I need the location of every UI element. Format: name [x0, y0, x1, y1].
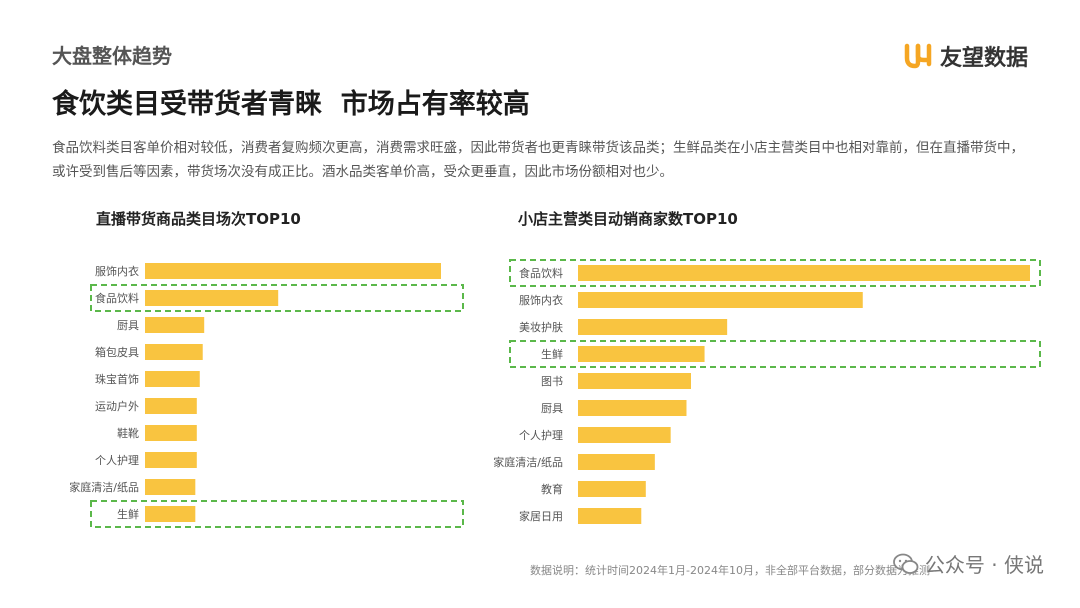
page-description: 食品饮料类目客单价相对较低，消费者复购频次更高，消费需求旺盛，因此带货者也更青睐…: [52, 140, 1024, 180]
category-label: 生鲜: [541, 347, 563, 361]
bar: [578, 508, 642, 524]
category-label: 服饰内衣: [519, 293, 563, 307]
bar: [145, 452, 197, 468]
bar: [145, 479, 196, 495]
bar: [145, 371, 200, 387]
category-label: 厨具: [117, 319, 139, 332]
category-label: 食品饮料: [95, 291, 139, 305]
bar: [578, 292, 863, 308]
section-label: 大盘整体趋势: [52, 44, 172, 68]
wechat-icon: [893, 553, 919, 574]
category-label: 教育: [541, 482, 563, 496]
bar: [145, 290, 279, 306]
highlight-box: [90, 284, 464, 312]
category-label: 家居日用: [519, 509, 563, 523]
bar: [145, 263, 441, 279]
highlight-box: [509, 340, 1041, 368]
bar: [578, 346, 705, 362]
category-label: 运动户外: [95, 399, 139, 413]
bar: [578, 373, 691, 389]
bar: [145, 344, 203, 360]
brand-logo-icon: [904, 43, 932, 69]
category-label: 鞋靴: [117, 426, 139, 440]
data-note: 数据说明：统计时间2024年1月-2024年10月，非全部平台数据，部分数据为推…: [530, 564, 930, 577]
category-label: 图书: [541, 375, 563, 388]
category-label: 厨具: [541, 402, 563, 415]
category-label: 服饰内衣: [95, 264, 139, 278]
chart-title-right: 小店主营类目动销商家数TOP10: [518, 210, 738, 228]
category-label: 生鲜: [117, 507, 139, 521]
page-title: 食饮类目受带货者青睐 市场占有率较高: [52, 89, 530, 120]
category-label: 食品饮料: [519, 266, 563, 280]
wechat-watermark: 公众号 · 侠说: [893, 549, 1044, 578]
bar: [145, 506, 196, 522]
highlight-box: [90, 500, 464, 528]
category-label: 家庭清洁/纸品: [69, 480, 139, 494]
watermark-text: 公众号 · 侠说: [924, 553, 1044, 577]
brand-name: 友望数据: [939, 46, 1028, 71]
category-label: 个人护理: [519, 428, 563, 442]
bar: [578, 427, 671, 443]
brand-logo: 友望数据: [904, 40, 1028, 72]
bar: [578, 454, 655, 470]
bar: [578, 265, 1030, 281]
bar: [145, 317, 205, 333]
bar: [578, 481, 646, 497]
bar: [145, 425, 197, 441]
category-label: 珠宝首饰: [95, 372, 139, 386]
category-label: 箱包皮具: [95, 345, 139, 359]
highlight-box: [509, 259, 1041, 287]
bar: [578, 400, 687, 416]
bar: [145, 398, 197, 414]
category-label: 家庭清洁/纸品: [493, 455, 563, 469]
chart-title-left: 直播带货商品类目场次TOP10: [96, 210, 301, 228]
category-label: 美妆护肤: [519, 320, 563, 334]
bar: [578, 319, 728, 335]
category-label: 个人护理: [95, 453, 139, 467]
